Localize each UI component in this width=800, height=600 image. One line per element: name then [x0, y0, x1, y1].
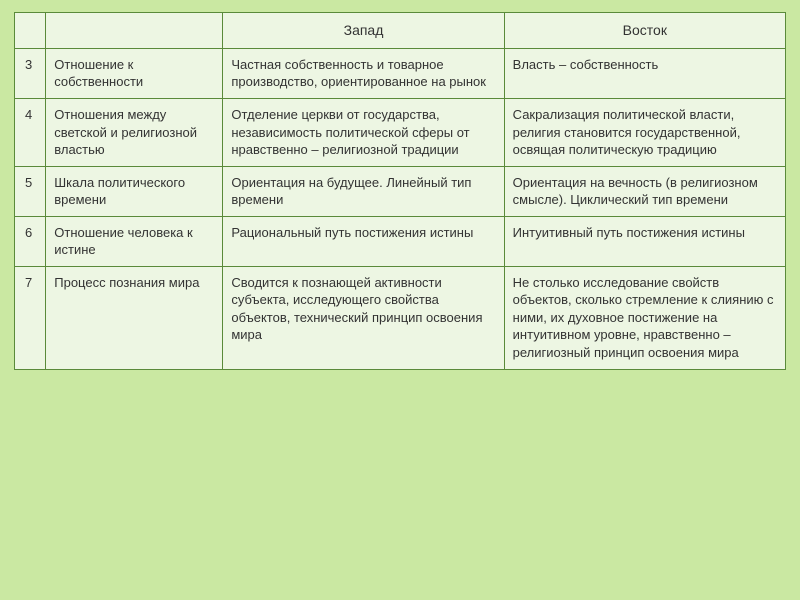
row-east: Власть – собственность: [504, 48, 785, 98]
header-west: Запад: [223, 13, 504, 49]
row-num: 6: [15, 216, 46, 266]
row-west: Ориентация на будущее. Линейный тип врем…: [223, 166, 504, 216]
row-east: Не столько исследование свойств объектов…: [504, 266, 785, 369]
row-num: 7: [15, 266, 46, 369]
table-row: 4 Отношения между светской и религиозной…: [15, 98, 786, 166]
table-row: 7 Процесс познания мира Сводится к позна…: [15, 266, 786, 369]
table-row: 6 Отношение человека к истине Рациональн…: [15, 216, 786, 266]
row-topic: Отношение к собственности: [46, 48, 223, 98]
row-west: Частная собственность и товарное произво…: [223, 48, 504, 98]
row-east: Ориентация на вечность (в религиозном см…: [504, 166, 785, 216]
row-east: Интуитивный путь постижения истины: [504, 216, 785, 266]
row-east: Сакрализация политической власти, религи…: [504, 98, 785, 166]
table-row: 5 Шкала политического времени Ориентация…: [15, 166, 786, 216]
row-topic: Отношения между светской и религиозной в…: [46, 98, 223, 166]
row-west: Сводится к познающей активности субъекта…: [223, 266, 504, 369]
header-east: Восток: [504, 13, 785, 49]
row-topic: Процесс познания мира: [46, 266, 223, 369]
table-header-row: Запад Восток: [15, 13, 786, 49]
table-body: 3 Отношение к собственности Частная собс…: [15, 48, 786, 369]
row-topic: Шкала политического времени: [46, 166, 223, 216]
row-num: 3: [15, 48, 46, 98]
header-topic: [46, 13, 223, 49]
row-num: 5: [15, 166, 46, 216]
row-num: 4: [15, 98, 46, 166]
table-row: 3 Отношение к собственности Частная собс…: [15, 48, 786, 98]
row-topic: Отношение человека к истине: [46, 216, 223, 266]
comparison-table: Запад Восток 3 Отношение к собственности…: [14, 12, 786, 370]
row-west: Отделение церкви от государства, независ…: [223, 98, 504, 166]
row-west: Рациональный путь постижения истины: [223, 216, 504, 266]
header-num: [15, 13, 46, 49]
